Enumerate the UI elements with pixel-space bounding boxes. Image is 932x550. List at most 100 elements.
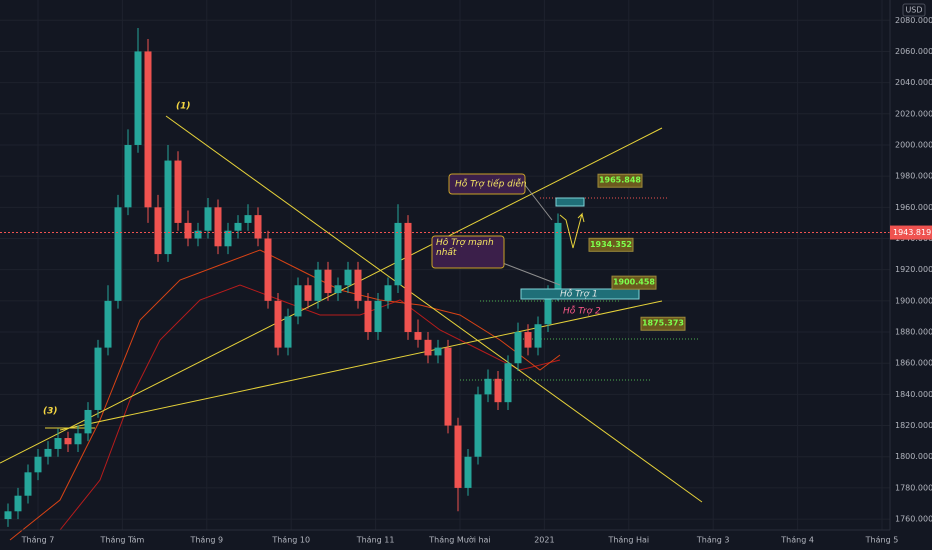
- candle-body: [334, 285, 342, 294]
- candle-body: [204, 207, 212, 231]
- annotation: Hỗ Trợ mạnh nhất: [436, 238, 494, 258]
- price-axis: [890, 0, 932, 530]
- candle-body: [24, 472, 32, 496]
- candle-body: [364, 300, 372, 333]
- y-tick-label: 1900.000: [895, 296, 932, 305]
- callout: [448, 173, 526, 195]
- candle-body: [534, 324, 542, 348]
- level-box: [597, 173, 643, 188]
- candle-body: [74, 433, 82, 445]
- candle-body: [214, 207, 222, 247]
- y-tick-label: 1920.000: [895, 265, 932, 274]
- x-tick-label: Tháng Hai: [607, 536, 649, 545]
- x-tick-label: Tháng 10: [271, 536, 310, 545]
- trend-line: [59, 300, 663, 431]
- y-tick-label: 2060.000: [895, 47, 932, 56]
- annotation: Hỗ Trợ 2: [563, 306, 601, 317]
- candle-body: [324, 269, 332, 294]
- candle-body: [84, 409, 92, 434]
- level-box: [588, 237, 634, 252]
- x-tick-label: Tháng 7: [21, 536, 55, 545]
- candle-body: [184, 222, 192, 239]
- candle-body: [294, 285, 302, 317]
- candle-body: [404, 222, 412, 333]
- candle-body: [454, 425, 462, 488]
- level-label: 1934.352: [590, 240, 632, 249]
- candle-body: [54, 438, 62, 449]
- support-zone: [520, 288, 640, 300]
- levels: 1965.848 1934.352 1900.458 1875.373: [588, 173, 686, 331]
- x-tick-label: Tháng Tám: [99, 536, 144, 545]
- candle-body: [474, 394, 482, 457]
- candle-body: [144, 51, 152, 208]
- candle-body: [384, 285, 392, 301]
- trend-line: [0, 127, 663, 464]
- candle-body: [424, 339, 432, 356]
- candle-body: [484, 378, 492, 395]
- x-tick-label: Tháng 3: [696, 536, 730, 545]
- wave-label: (1): [176, 102, 191, 112]
- y-tick-label: 1960.000: [895, 203, 932, 212]
- y-tick-label: 1980.000: [895, 172, 932, 181]
- candle-body: [314, 269, 322, 301]
- candle-body: [434, 347, 442, 356]
- candle-body: [464, 456, 472, 488]
- x-tick-label: Tháng 9: [189, 536, 223, 545]
- candle-body: [504, 363, 512, 403]
- level-label: 1965.848: [599, 176, 641, 185]
- level-label: 1900.458: [613, 278, 655, 287]
- target-zone: [555, 197, 585, 207]
- candle-body: [444, 347, 452, 426]
- candle-body: [174, 160, 182, 223]
- candle-body: [4, 511, 12, 520]
- candle-body: [414, 332, 422, 340]
- last-price-tag: [890, 225, 932, 240]
- candle-body: [64, 438, 72, 445]
- annotation: Hỗ Trợ 1: [560, 289, 598, 300]
- y-tick-label: 1840.000: [895, 390, 932, 399]
- wave-label: (3): [43, 407, 58, 417]
- projection: [559, 212, 585, 249]
- candles: [4, 28, 562, 527]
- moving-average: [9, 249, 561, 541]
- x-tick-label: Tháng 11: [356, 536, 395, 545]
- candle-body: [354, 269, 362, 301]
- callout-pointer: [524, 184, 553, 221]
- candle-body: [34, 456, 42, 473]
- y-tick-label: 2040.000: [895, 78, 932, 87]
- candle-body: [394, 222, 402, 286]
- y-tick-label: 1800.000: [895, 452, 932, 461]
- candle-body: [274, 300, 282, 348]
- x-tick-label: Tháng 5: [865, 536, 899, 545]
- level-box: [640, 316, 686, 331]
- candle-body: [164, 160, 172, 255]
- candle-body: [544, 293, 552, 325]
- y-tick-label: 1860.000: [895, 359, 932, 368]
- candle-body: [194, 230, 202, 239]
- candle-body: [124, 144, 132, 208]
- candle-body: [494, 378, 502, 403]
- y-tick-label: 2000.000: [895, 140, 932, 149]
- candle-body: [554, 222, 562, 294]
- candle-body: [264, 238, 272, 301]
- y-tick-label: 1820.000: [895, 421, 932, 430]
- candle-body: [104, 300, 112, 348]
- candle-body: [284, 316, 292, 348]
- y-tick-label: 1780.000: [895, 483, 932, 492]
- annotation-box: Hỗ Trợ mạnh nhất: [436, 238, 494, 258]
- level-box: [611, 275, 657, 290]
- x-tick-label: Tháng Mười hai: [428, 535, 490, 545]
- annotation: Hỗ Trợ tiếp diễn: [455, 179, 527, 190]
- trend-line: [165, 115, 703, 503]
- x-tick-label: Tháng 4: [780, 536, 814, 545]
- callout: [431, 235, 505, 269]
- callout-pointer: [499, 261, 561, 286]
- candle-body: [44, 448, 52, 457]
- candle-body: [14, 495, 22, 512]
- candle-body: [94, 347, 102, 410]
- currency-box: [902, 3, 926, 17]
- candle-body: [514, 332, 522, 364]
- candle-body: [244, 215, 252, 223]
- y-tick-label: 2020.000: [895, 109, 932, 118]
